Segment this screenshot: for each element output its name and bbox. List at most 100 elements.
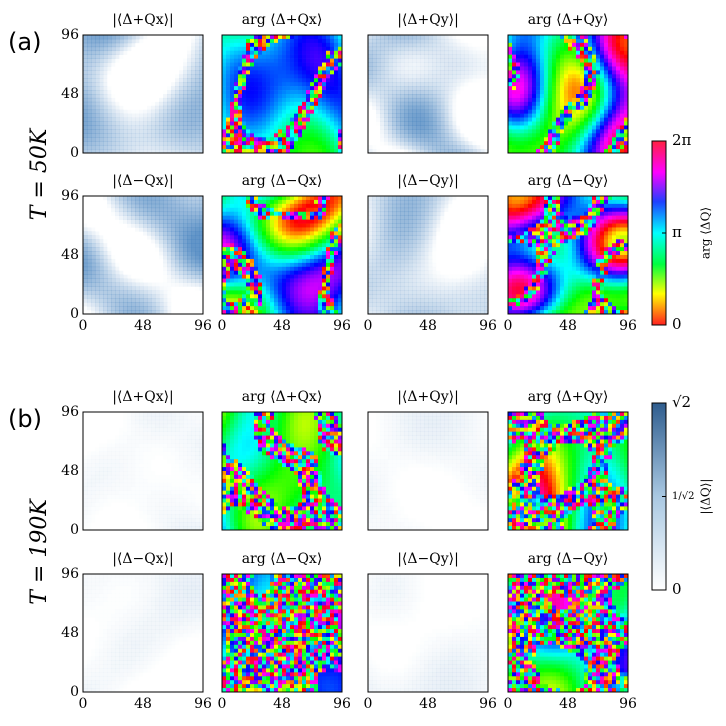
- heatmap-cell: [266, 274, 271, 279]
- heatmap-cell: [560, 113, 565, 118]
- heatmap-cell: [250, 38, 255, 44]
- heatmap-cell: [147, 294, 152, 299]
- heatmap-cell: [334, 105, 339, 111]
- heatmap-cell: [444, 121, 449, 126]
- heatmap-cell: [520, 137, 525, 142]
- heatmap-cell: [91, 86, 96, 91]
- heatmap-cell: [131, 302, 136, 307]
- heatmap-cell: [143, 271, 147, 275]
- heatmap-cell: [91, 101, 96, 107]
- heatmap-cell: [612, 86, 617, 91]
- heatmap-cell: [191, 255, 196, 260]
- heatmap-cell: [306, 78, 311, 83]
- heatmap-cell: [262, 38, 267, 44]
- heatmap-cell: [372, 66, 377, 71]
- heatmap-cell: [187, 258, 192, 264]
- heatmap-cell: [250, 247, 255, 252]
- heatmap-cell: [199, 203, 204, 209]
- heatmap-cell: [222, 262, 227, 268]
- heatmap-cell: [544, 74, 549, 79]
- heatmap-cell: [318, 78, 323, 83]
- heatmap-cell: [254, 78, 259, 83]
- heatmap-cell: [199, 145, 204, 150]
- heatmap-cell: [476, 133, 480, 137]
- heatmap-cell: [322, 117, 327, 122]
- heatmap-cell: [191, 223, 196, 228]
- heatmap-cell: [179, 262, 184, 268]
- heatmap-cell: [159, 86, 163, 90]
- heatmap-cell: [179, 141, 184, 146]
- heatmap-cell: [230, 274, 235, 279]
- heatmap-cell: [234, 199, 239, 205]
- heatmap-cell: [147, 282, 152, 287]
- heatmap-cell: [139, 251, 143, 255]
- heatmap-cell: [147, 117, 152, 122]
- heatmap-cell: [175, 215, 180, 220]
- heatmap-cell: [111, 129, 116, 134]
- heatmap-cell: [95, 262, 100, 268]
- heatmap-cell: [270, 35, 275, 40]
- heatmap-cell: [91, 310, 96, 315]
- heatmap-cell: [456, 35, 460, 39]
- heatmap-cell: [115, 63, 119, 67]
- heatmap-cell: [183, 278, 188, 283]
- heatmap-cell: [119, 231, 123, 235]
- heatmap-cell: [282, 35, 287, 40]
- heatmap-cell: [516, 90, 521, 95]
- heatmap-cell: [115, 251, 119, 255]
- heatmap-cell: [428, 133, 433, 138]
- heatmap-cell: [412, 46, 417, 52]
- heatmap-cell: [392, 121, 397, 126]
- heatmap-cell: [532, 35, 537, 40]
- heatmap-cell: [556, 121, 561, 126]
- heatmap-cell: [512, 74, 517, 79]
- heatmap-cell: [250, 274, 255, 279]
- heatmap-cell: [318, 42, 323, 48]
- heatmap-cell: [392, 58, 397, 63]
- heatmap-cell: [408, 137, 413, 142]
- heatmap-cell: [620, 54, 625, 59]
- heatmap-cell: [524, 38, 529, 44]
- heatmap-cell: [262, 270, 267, 275]
- heatmap-cell: [191, 219, 196, 224]
- heatmap-cell: [91, 290, 96, 295]
- heatmap-cell: [400, 133, 405, 138]
- heatmap-cell: [400, 42, 405, 48]
- heatmap-cell: [278, 66, 283, 71]
- heatmap-cell: [115, 137, 120, 142]
- heatmap-cell: [388, 38, 393, 44]
- heatmap-cell: [151, 231, 156, 236]
- heatmap-cell: [258, 286, 263, 291]
- heatmap-cell: [508, 133, 513, 138]
- heatmap-cell: [222, 278, 227, 283]
- heatmap-cell: [544, 101, 549, 107]
- heatmap-cell: [226, 54, 231, 59]
- heatmap-cell: [318, 125, 323, 130]
- heatmap-cell: [87, 74, 92, 79]
- heatmap-cell: [199, 199, 204, 205]
- heatmap-cell: [103, 129, 108, 134]
- heatmap-cell: [226, 282, 231, 287]
- heatmap-cell: [199, 278, 204, 283]
- heatmap-cell: [266, 262, 271, 268]
- heatmap-cell: [472, 145, 477, 150]
- heatmap-cell: [151, 306, 156, 311]
- heatmap-cell: [608, 62, 613, 67]
- heatmap-cell: [420, 70, 425, 75]
- heatmap-cell: [396, 66, 401, 71]
- heatmap-cell: [310, 90, 315, 95]
- heatmap-cell: [135, 149, 140, 154]
- heatmap-cell: [226, 199, 231, 205]
- heatmap-cell: [91, 255, 96, 260]
- heatmap-cell: [167, 298, 171, 302]
- heatmap-cell: [163, 55, 167, 59]
- heatmap-cell: [436, 129, 441, 134]
- heatmap-cell: [131, 239, 135, 243]
- heatmap-cell: [278, 298, 283, 303]
- heatmap-cell: [282, 54, 287, 59]
- heatmap-cell: [400, 125, 405, 130]
- heatmap-cell: [536, 125, 541, 130]
- heatmap-cell: [400, 90, 405, 95]
- heatmap-cell: [468, 35, 472, 39]
- heatmap-cell: [576, 70, 581, 75]
